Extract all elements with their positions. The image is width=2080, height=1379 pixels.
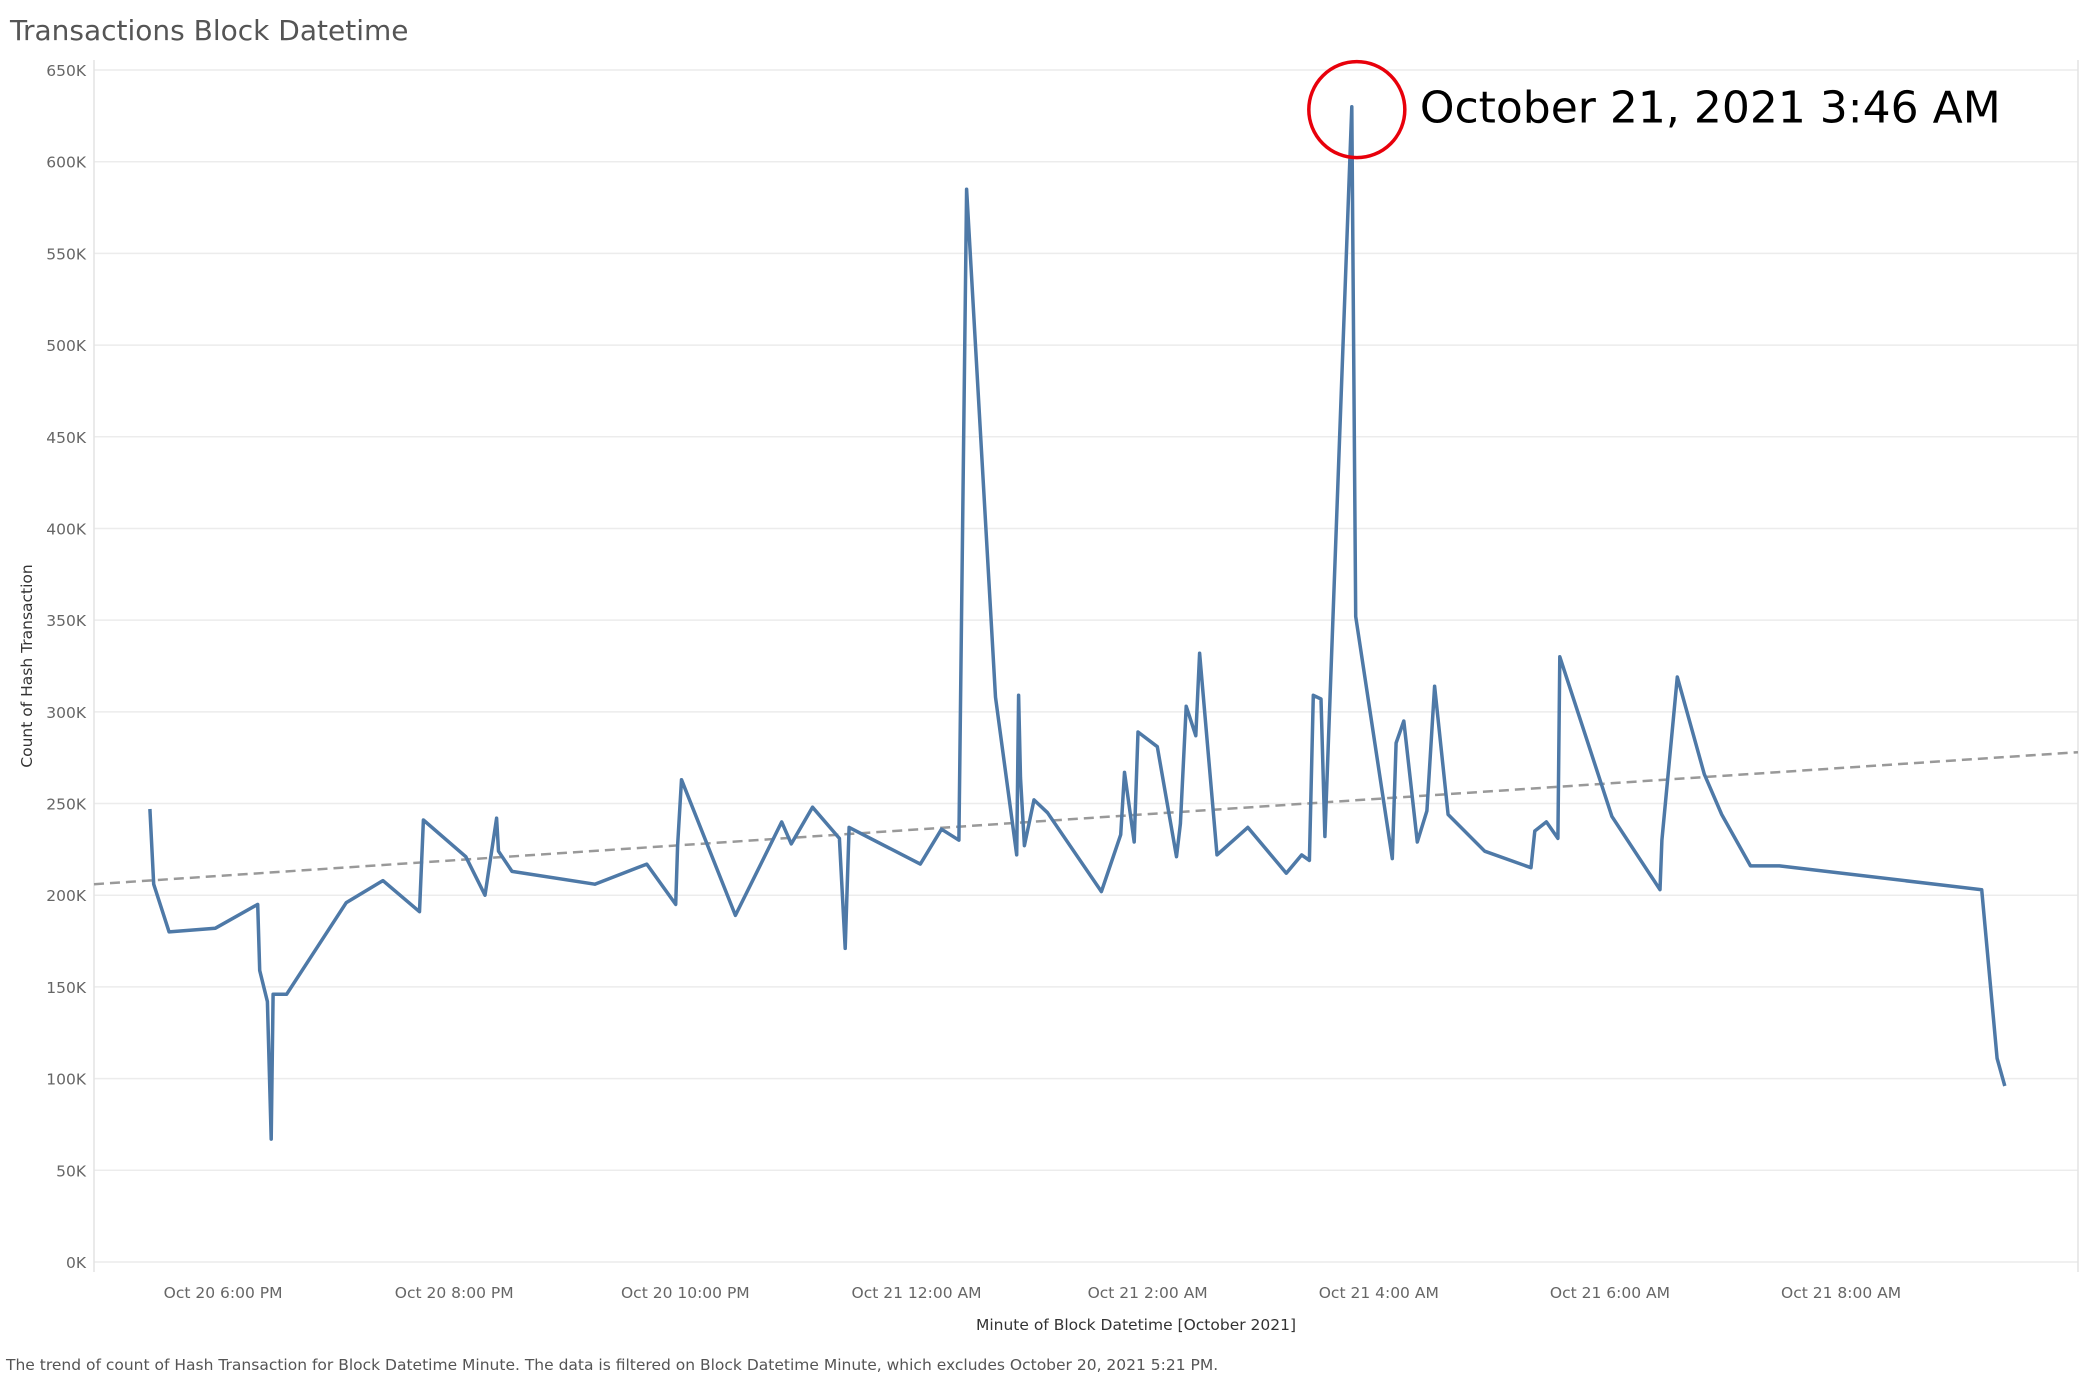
x-tick-label: Oct 21 4:00 AM [1319, 1284, 1439, 1302]
y-axis-ticks: 0K 50K 100K 150K 200K 250K 300K 350K 400K 450K 500… [46, 62, 87, 1272]
y-axis-label: Count of Hash Transaction [18, 564, 36, 767]
y-tick-label: 100K [46, 1071, 87, 1089]
y-tick-label: 350K [46, 612, 87, 630]
y-tick-label: 200K [46, 887, 87, 905]
y-tick-label: 650K [46, 62, 87, 80]
y-tick-label: 250K [46, 796, 87, 814]
y-tick-label: 300K [46, 704, 87, 722]
chart-footnote: The trend of count of Hash Transaction f… [6, 1356, 1218, 1374]
y-tick-label: 450K [46, 429, 87, 447]
data-points [150, 107, 2005, 1140]
x-tick-label: Oct 20 6:00 PM [164, 1284, 283, 1302]
y-tick-label: 500K [46, 337, 87, 355]
series-line[interactable] [150, 107, 2005, 1139]
annotation-circle [1309, 62, 1405, 158]
y-tick-label: 600K [46, 154, 87, 172]
x-axis-label: Minute of Block Datetime [October 2021] [976, 1316, 1296, 1334]
gridlines [94, 60, 2078, 1272]
y-tick-label: 150K [46, 979, 87, 997]
x-tick-label: Oct 21 6:00 AM [1550, 1284, 1670, 1302]
y-tick-label: 0K [66, 1254, 87, 1272]
annotation-label: October 21, 2021 3:46 AM [1420, 83, 2001, 134]
x-tick-label: Oct 21 2:00 AM [1088, 1284, 1208, 1302]
y-tick-label: 400K [46, 520, 87, 538]
x-tick-label: Oct 21 8:00 AM [1781, 1284, 1901, 1302]
x-axis-ticks: Oct 20 6:00 PM Oct 20 8:00 PM Oct 20 10:00… [164, 1284, 1901, 1302]
x-tick-label: Oct 21 12:00 AM [852, 1284, 982, 1302]
y-tick-label: 550K [46, 245, 87, 263]
x-tick-label: Oct 20 8:00 PM [395, 1284, 514, 1302]
x-tick-label: Oct 20 10:00 PM [621, 1284, 750, 1302]
y-tick-label: 50K [56, 1162, 87, 1180]
